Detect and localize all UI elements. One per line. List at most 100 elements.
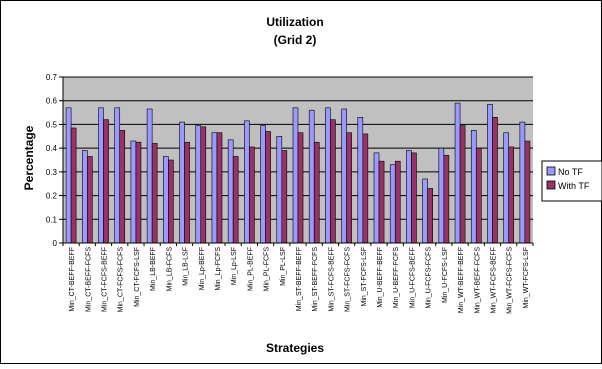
x-tick-label: Min_PL-BEFF — [247, 247, 254, 291]
x-tick-label: Min_ST-FCFS-LSF — [361, 247, 368, 307]
y-tick-label: 0 — [53, 239, 58, 248]
bar-with-tf — [119, 130, 126, 244]
x-tick-label: Min_PL-LSF — [280, 247, 287, 286]
bar-with-tf — [362, 133, 369, 244]
bar-no-tf — [503, 132, 509, 244]
chart-title: Utilization — [266, 15, 323, 29]
bar-no-tf — [406, 150, 412, 244]
bar-no-tf — [308, 109, 315, 244]
x-tick-label: Min_CT-FCFS-FCFS — [118, 247, 125, 313]
y-axis-ticks: 0 0.1 0.2 0.3 0.4 0.5 0.6 0.7 — [46, 73, 63, 248]
y-tick-label: 0.7 — [46, 73, 58, 82]
bar-no-tf — [325, 107, 331, 244]
bar-with-tf — [297, 132, 304, 244]
bar-no-tf — [65, 107, 72, 244]
x-tick-label: Min_CT-FCFS-LSF — [134, 247, 141, 307]
x-tick-label: Min_WT-FCFS-BEFF — [490, 247, 497, 314]
bar-with-tf — [475, 147, 482, 244]
y-tick-label: 0.4 — [46, 144, 58, 153]
bar-no-tf — [81, 150, 88, 244]
bar-with-tf — [346, 132, 352, 244]
bar-no-tf — [146, 108, 153, 244]
bar-no-tf — [276, 135, 283, 244]
x-tick-label: Min_WT-BEFF-BEFF — [458, 247, 465, 313]
bar-no-tf — [519, 121, 526, 244]
bar-no-tf — [454, 102, 461, 244]
bar-no-tf — [260, 125, 266, 244]
bar-no-tf — [227, 139, 234, 244]
x-tick-label: Min_WT-FCFS-LSF — [523, 247, 530, 308]
bar-with-tf — [200, 126, 207, 244]
bar-with-tf — [216, 132, 223, 244]
chart-subtitle: (Grid 2) — [274, 33, 317, 47]
bar-with-tf — [265, 131, 271, 244]
bar-with-tf — [151, 143, 158, 244]
legend-swatch-with-tf — [546, 180, 556, 190]
bar-no-tf — [211, 132, 218, 244]
x-tick-label: Min_WT-FCFS-FCFS — [507, 247, 514, 314]
bar-with-tf — [281, 150, 288, 244]
bar-no-tf — [341, 108, 347, 244]
bar-no-tf — [163, 156, 169, 244]
y-tick-label: 0.1 — [46, 215, 58, 224]
bar-no-tf — [244, 120, 250, 244]
x-tick-label: Min_LB-LSF — [183, 247, 190, 286]
bar-with-tf — [232, 156, 239, 244]
y-tick-label: 0.3 — [46, 168, 58, 177]
bar-no-tf — [487, 103, 493, 244]
legend-label-no-tf: No TF — [558, 167, 583, 177]
x-tick-label: Min_U-BEFF-FCFS — [393, 247, 400, 308]
x-tick-label: Min_ST-FCFS-FCFS — [345, 247, 352, 312]
y-tick-label: 0.6 — [46, 97, 58, 106]
bar-with-tf — [135, 141, 142, 244]
bar-no-tf — [98, 107, 104, 244]
x-tick-label: Min_ST-BEFF-BEFF — [296, 247, 303, 311]
x-tick-label: Min_U-FCFS-FCFS — [426, 247, 433, 309]
x-tick-label: Min_ST-BEFF-FCFS — [312, 247, 319, 312]
y-tick-label: 0.5 — [46, 120, 58, 129]
legend: No TF With TF — [541, 160, 602, 202]
x-tick-label: Min_LB-BEFF — [150, 247, 157, 291]
x-tick-label: Min_Lp-LSF — [231, 247, 238, 285]
y-axis-title: Percentage — [22, 125, 36, 190]
x-tick-label: Min_CT-BEFF-BEFF — [69, 247, 76, 312]
bar-no-tf — [422, 178, 428, 244]
x-tick-label: Min_LB-FCFS — [166, 247, 173, 292]
x-axis-ticks: Min_CT-BEFF-BEFF Min_CT-BEFF-FCFS Min_CT-F… — [62, 243, 534, 314]
bar-no-tf — [357, 117, 364, 244]
x-tick-label: Min_Lp-FCFS — [215, 247, 222, 291]
bar-with-tf — [378, 160, 385, 244]
bar-with-tf — [524, 140, 531, 244]
bar-with-tf — [313, 141, 320, 244]
bar-with-tf — [103, 119, 109, 244]
bar-with-tf — [443, 154, 450, 244]
bar-with-tf — [87, 156, 93, 244]
bar-with-tf — [70, 127, 77, 244]
legend-label-with-tf: With TF — [558, 181, 590, 191]
x-tick-label: Min_ST-FCFS-BEFF — [328, 247, 335, 312]
bar-no-tf — [373, 152, 380, 244]
bar-no-tf — [179, 121, 185, 244]
bar-no-tf — [130, 140, 137, 244]
bar-no-tf — [195, 125, 202, 244]
bar-no-tf — [389, 164, 396, 244]
bar-no-tf — [292, 107, 299, 244]
legend-swatch-no-tf — [546, 166, 556, 176]
bar-with-tf — [508, 146, 515, 244]
x-axis-title: Strategies — [266, 341, 324, 355]
bar-with-tf — [411, 152, 417, 244]
x-tick-label: Min_Lp-BEFF — [199, 247, 206, 290]
x-tick-label: Min_CT-FCFS-BEFF — [102, 247, 109, 312]
bar-with-tf — [427, 188, 433, 244]
bar-with-tf — [168, 159, 174, 244]
x-tick-label: Min_U-FCFS-BEFF — [409, 247, 416, 308]
y-tick-label: 0.2 — [46, 192, 58, 201]
bar-with-tf — [249, 146, 255, 244]
bar-with-tf — [330, 119, 336, 244]
bar-with-tf — [184, 141, 190, 244]
x-tick-label: Min_PL-FCFS — [264, 247, 271, 292]
bar-no-tf — [114, 107, 121, 244]
bar-with-tf — [394, 160, 401, 244]
bar-with-tf — [492, 117, 498, 244]
